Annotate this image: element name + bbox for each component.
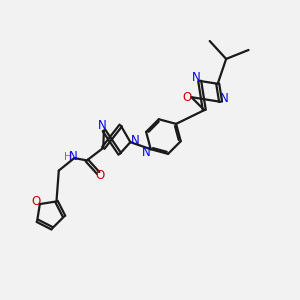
Text: N: N bbox=[220, 92, 229, 105]
Text: N: N bbox=[142, 146, 150, 159]
Text: O: O bbox=[31, 195, 40, 208]
Text: N: N bbox=[192, 71, 200, 84]
Text: N: N bbox=[69, 150, 78, 164]
Text: N: N bbox=[131, 134, 140, 147]
Text: O: O bbox=[95, 169, 104, 182]
Text: H: H bbox=[64, 152, 72, 162]
Text: O: O bbox=[182, 91, 191, 104]
Text: N: N bbox=[98, 119, 107, 132]
